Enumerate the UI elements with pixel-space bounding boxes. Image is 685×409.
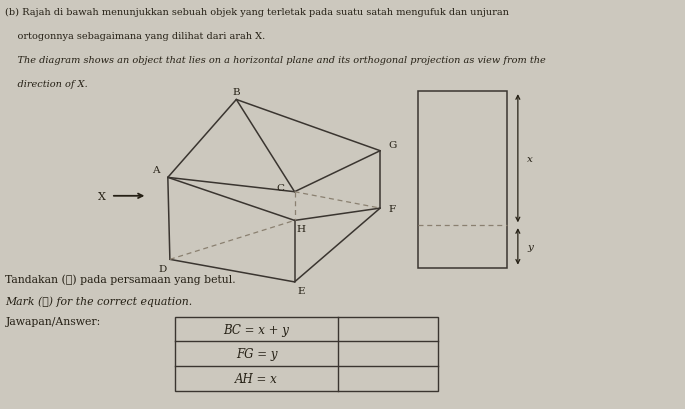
Text: Tandakan (✓) pada persamaan yang betul.: Tandakan (✓) pada persamaan yang betul. (5, 274, 236, 285)
Text: x: x (527, 154, 534, 163)
Text: direction of X.: direction of X. (5, 79, 88, 88)
Text: ortogonnya sebagaimana yang dilihat dari arah X.: ortogonnya sebagaimana yang dilihat dari… (5, 32, 266, 41)
Text: C: C (277, 184, 285, 193)
Text: D: D (159, 264, 167, 273)
Text: X: X (97, 191, 105, 201)
Text: A: A (152, 166, 159, 175)
Text: G: G (388, 141, 397, 150)
Text: y: y (527, 242, 534, 251)
Text: AH = x: AH = x (235, 372, 278, 385)
Text: FG = y: FG = y (236, 347, 277, 360)
Text: Mark (✓) for the correct equation.: Mark (✓) for the correct equation. (5, 295, 192, 306)
Text: BC = x + y: BC = x + y (223, 323, 289, 336)
Bar (175, 317, 438, 391)
Text: F: F (389, 204, 396, 213)
Text: B: B (232, 88, 240, 97)
Text: E: E (298, 287, 305, 296)
Bar (418, 92, 507, 268)
Text: (b) Rajah di bawah menunjukkan sebuah objek yang terletak pada suatu satah mengu: (b) Rajah di bawah menunjukkan sebuah ob… (5, 8, 510, 17)
Text: Jawapan/Answer:: Jawapan/Answer: (5, 317, 101, 326)
Text: The diagram shows an object that lies on a horizontal plane and its orthogonal p: The diagram shows an object that lies on… (5, 56, 546, 65)
Text: H: H (297, 225, 306, 234)
